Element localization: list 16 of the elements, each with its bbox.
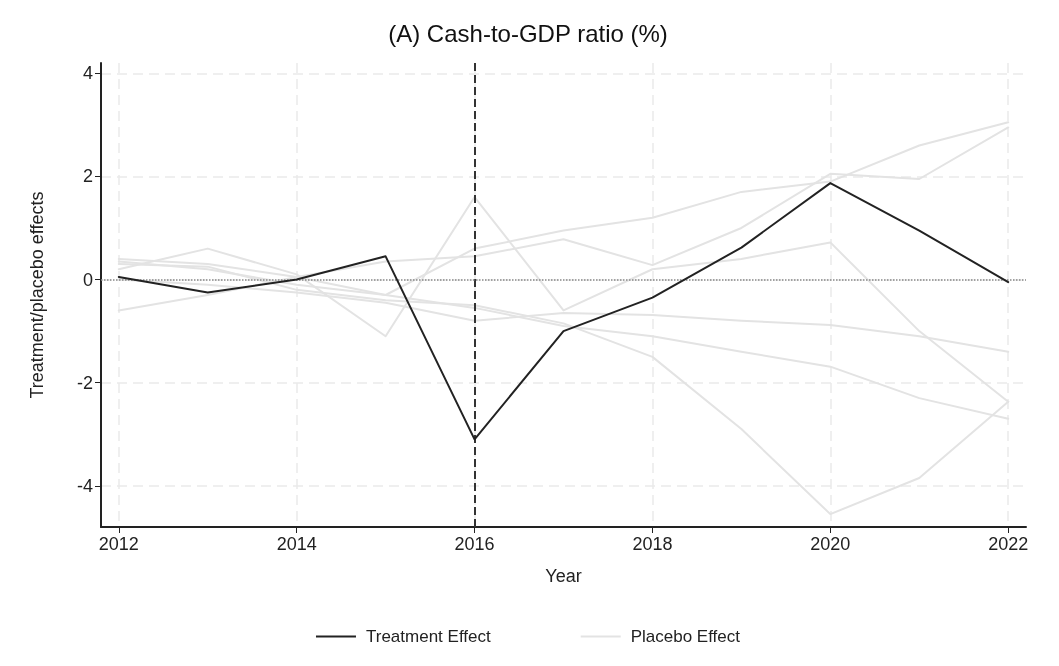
x-tick-label: 2012 xyxy=(98,534,139,554)
legend-label: Treatment Effect xyxy=(365,627,491,646)
y-tick-label: 4 xyxy=(82,63,93,84)
chart-title: (A) Cash-to-GDP ratio (%) xyxy=(388,19,668,47)
x-tick-label: 2020 xyxy=(810,534,851,554)
legend-label: Placebo Effect xyxy=(630,627,741,646)
x-tick-label: 2018 xyxy=(632,534,673,554)
x-tick-label: 2022 xyxy=(988,534,1029,554)
x-tick-label: 2014 xyxy=(276,534,317,554)
y-tick-label: -4 xyxy=(76,475,93,496)
y-tick-label: 0 xyxy=(82,269,93,290)
x-axis-title: Year xyxy=(545,566,582,586)
x-tick-label: 2016 xyxy=(454,534,495,554)
y-tick-label: -2 xyxy=(76,372,93,393)
y-tick-label: 2 xyxy=(82,166,93,187)
y-axis-title: Treatment/placebo effects xyxy=(27,191,47,399)
